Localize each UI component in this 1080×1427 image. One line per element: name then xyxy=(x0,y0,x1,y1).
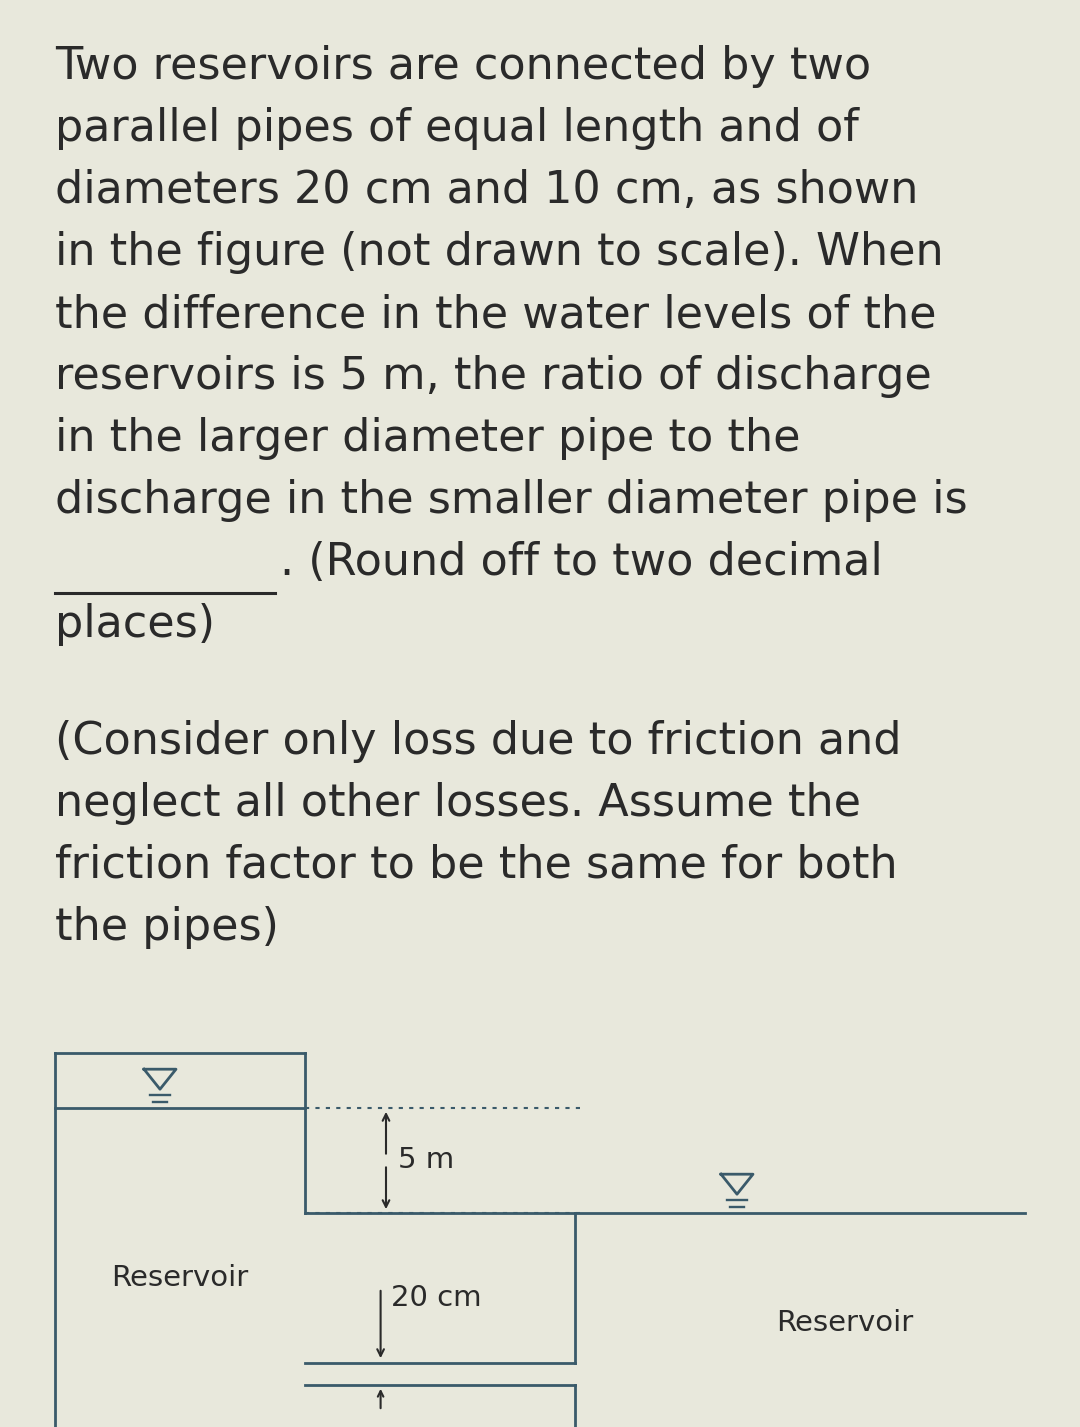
Text: Two reservoirs are connected by two: Two reservoirs are connected by two xyxy=(55,46,872,88)
Text: the pipes): the pipes) xyxy=(55,906,279,949)
Text: parallel pipes of equal length and of: parallel pipes of equal length and of xyxy=(55,107,859,150)
Text: . (Round off to two decimal: . (Round off to two decimal xyxy=(280,541,882,584)
Text: 20 cm: 20 cm xyxy=(391,1284,482,1311)
Text: reservoirs is 5 m, the ratio of discharge: reservoirs is 5 m, the ratio of discharg… xyxy=(55,355,932,398)
Text: Reservoir: Reservoir xyxy=(111,1264,248,1291)
Text: in the larger diameter pipe to the: in the larger diameter pipe to the xyxy=(55,417,800,459)
Text: the difference in the water levels of the: the difference in the water levels of th… xyxy=(55,293,936,335)
Text: friction factor to be the same for both: friction factor to be the same for both xyxy=(55,843,897,888)
Text: places): places) xyxy=(55,604,215,646)
Text: discharge in the smaller diameter pipe is: discharge in the smaller diameter pipe i… xyxy=(55,479,968,522)
Text: (Consider only loss due to friction and: (Consider only loss due to friction and xyxy=(55,721,902,763)
Text: in the figure (not drawn to scale). When: in the figure (not drawn to scale). When xyxy=(55,231,944,274)
Text: 5 m: 5 m xyxy=(399,1146,455,1174)
Text: Reservoir: Reservoir xyxy=(777,1309,914,1337)
Text: diameters 20 cm and 10 cm, as shown: diameters 20 cm and 10 cm, as shown xyxy=(55,168,918,213)
Text: neglect all other losses. Assume the: neglect all other losses. Assume the xyxy=(55,782,861,825)
